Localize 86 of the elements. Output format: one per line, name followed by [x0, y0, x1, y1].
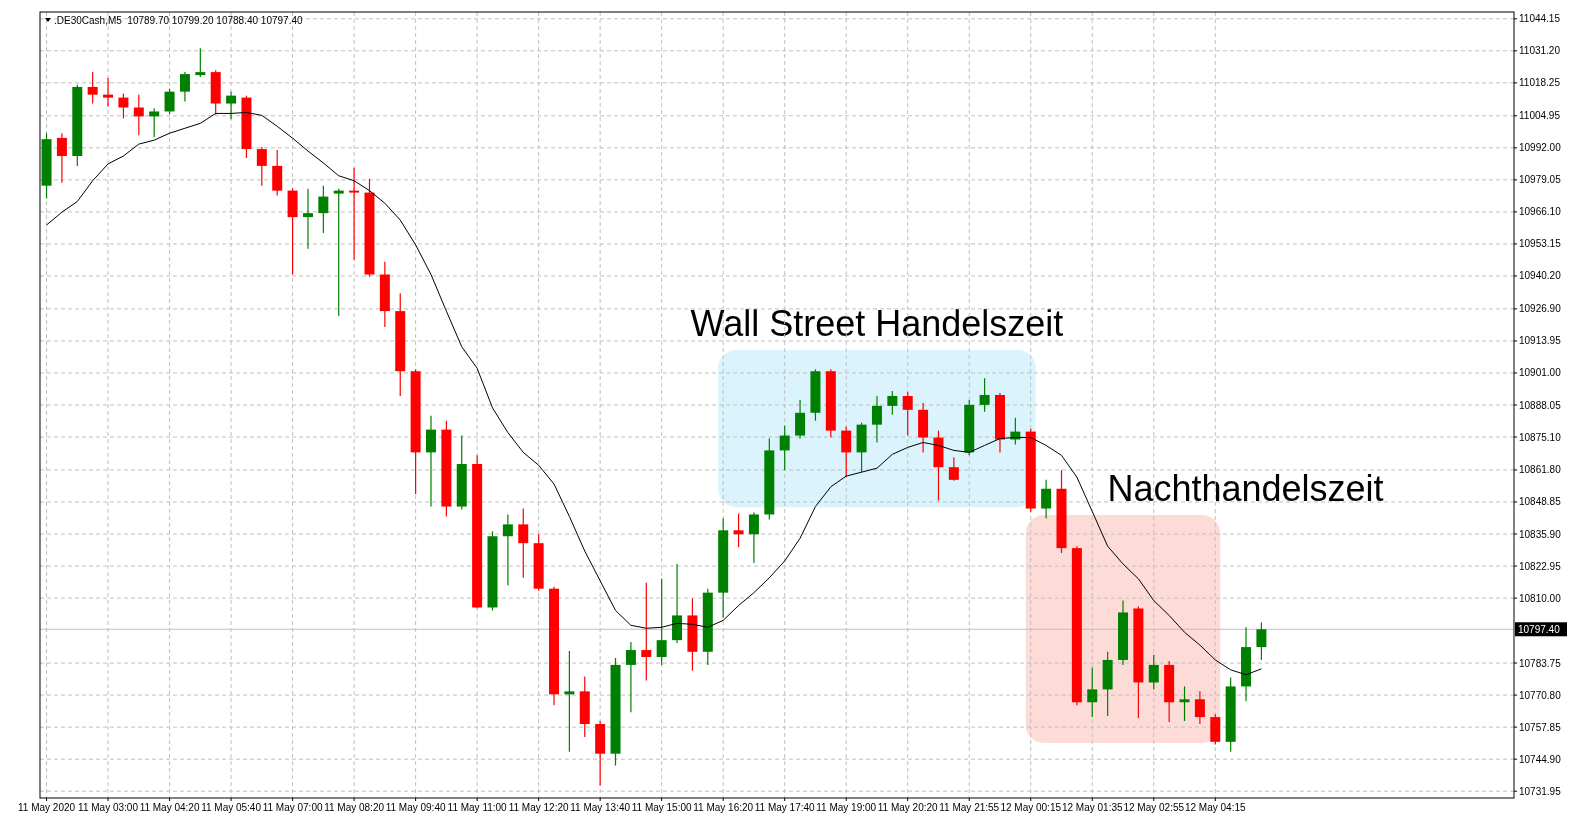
x-tick-label: 11 May 11:00	[447, 802, 508, 813]
y-tick-label: 10783.75	[1519, 657, 1562, 669]
ref-line-label: 10797.40	[1518, 623, 1561, 635]
y-tick-label: 10888.05	[1519, 399, 1562, 411]
candlestick	[56, 132, 67, 184]
candlestick	[733, 512, 744, 548]
y-tick-label: 10926.90	[1519, 303, 1562, 315]
x-tick-label: 11 May 2020	[18, 802, 76, 813]
y-tick-label: 10861.80	[1519, 464, 1562, 476]
candlestick	[979, 377, 990, 413]
y-tick-label: 10810.00	[1519, 592, 1562, 604]
y-tick-label: 10953.15	[1519, 238, 1562, 250]
y-tick-label: 10875.10	[1519, 431, 1562, 443]
x-tick-label: 11 May 17:40	[754, 802, 816, 813]
x-tick-label: 11 May 09:40	[385, 802, 446, 813]
y-tick-label: 11018.25	[1519, 77, 1561, 89]
candlestick	[425, 415, 436, 508]
x-tick-label: 11 May 05:40	[201, 802, 262, 813]
candlestick	[226, 91, 237, 120]
x-tick-label: 12 May 04:15	[1184, 802, 1247, 813]
x-tick-label: 11 May 13:40	[570, 802, 631, 813]
x-tick-label: 12 May 02:55	[1123, 802, 1185, 813]
candlestick	[871, 395, 882, 444]
candlestick	[302, 188, 313, 250]
candlestick	[841, 426, 852, 478]
candlestick	[1194, 690, 1205, 725]
chart-title: .DE30Cash,M5 10789.70 10799.20 10788.40 10797.40	[54, 15, 303, 26]
candlestick	[1041, 479, 1052, 520]
candlestick	[1148, 654, 1159, 690]
y-tick-label: 10913.95	[1519, 335, 1562, 347]
x-tick-label: 11 May 16:20	[693, 802, 754, 813]
y-tick-label: 10966.10	[1519, 206, 1562, 218]
candlestick	[195, 47, 206, 78]
x-tick-label: 11 May 20:20	[877, 802, 939, 813]
x-tick-label: 11 May 21:55	[939, 802, 1000, 813]
candlestick	[103, 77, 114, 108]
y-tick-label: 11031.20	[1519, 45, 1561, 57]
candlestick	[564, 650, 575, 753]
y-tick-label: 11004.95	[1519, 110, 1561, 122]
x-tick-label: 11 May 19:00	[816, 802, 877, 813]
candlestick	[779, 425, 790, 471]
y-tick-label: 10992.00	[1519, 142, 1562, 154]
candlestick	[149, 107, 160, 138]
candlestick	[748, 511, 759, 564]
candlestick	[349, 167, 360, 261]
candlestick	[948, 456, 959, 482]
x-tick-label: 12 May 00:15	[1000, 802, 1062, 813]
candlestick	[164, 88, 175, 116]
y-tick-label: 10940.20	[1519, 270, 1562, 282]
candlestick	[887, 390, 898, 416]
candlestick	[902, 391, 913, 437]
y-tick-label: 10770.80	[1519, 689, 1562, 701]
y-tick-label: 10731.95	[1519, 785, 1562, 797]
y-tick-label: 10757.85	[1519, 721, 1562, 733]
candlestick	[87, 71, 98, 105]
band-label: Wall Street Handelszeit	[690, 302, 1064, 344]
candlestick	[625, 641, 636, 713]
x-tick-label: 11 May 03:00	[78, 802, 139, 813]
y-tick-label: 10744.90	[1519, 753, 1562, 765]
y-tick-label: 10835.90	[1519, 528, 1562, 540]
candlestick	[256, 146, 267, 187]
y-tick-label: 10848.85	[1519, 496, 1562, 508]
candlestick	[1179, 685, 1190, 722]
y-tick-label: 11044.15	[1519, 13, 1561, 25]
candlestick	[795, 399, 806, 440]
x-tick-label: 11 May 07:00	[262, 802, 323, 813]
y-tick-label: 10901.00	[1519, 367, 1562, 379]
candlestick	[1256, 621, 1267, 661]
candlestick	[179, 71, 190, 103]
band-label: Nachthandelszeit	[1107, 468, 1384, 510]
candlestick	[656, 578, 667, 666]
x-tick-label: 11 May 04:20	[139, 802, 200, 813]
candlestick	[318, 185, 329, 234]
candlestick	[118, 93, 129, 119]
candlestick	[133, 94, 144, 136]
candlestick	[641, 582, 652, 682]
x-tick-label: 12 May 01:35	[1061, 802, 1123, 813]
y-tick-label: 10979.05	[1519, 174, 1562, 186]
x-tick-label: 11 May 08:20	[324, 802, 385, 813]
y-tick-label: 10822.95	[1519, 560, 1562, 572]
x-tick-label: 11 May 15:00	[631, 802, 693, 813]
candlestick	[518, 507, 529, 579]
x-tick-label: 11 May 12:20	[508, 802, 569, 813]
candlestick	[502, 513, 513, 587]
candlestick	[1087, 667, 1098, 718]
candlestick	[333, 188, 344, 317]
